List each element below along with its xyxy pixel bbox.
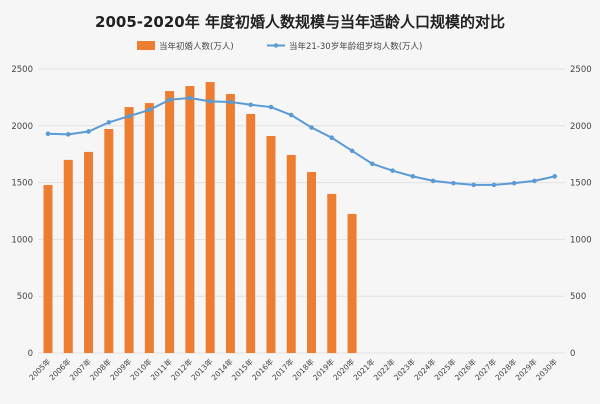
y2-tick-label: 2000	[570, 122, 592, 132]
line-point	[370, 161, 375, 167]
y-tick-label: 2500	[11, 65, 33, 75]
line-point	[552, 174, 558, 179]
bar	[327, 193, 337, 353]
bar	[104, 128, 114, 353]
line-point	[410, 174, 416, 179]
line-point	[471, 182, 476, 188]
bar	[307, 172, 317, 353]
bar	[124, 107, 134, 353]
line-point	[309, 125, 314, 130]
bar	[225, 93, 235, 353]
line-point	[86, 129, 91, 134]
chart-title: 2005-2020年 年度初婚人数规模与当年适龄人口规模的对比	[95, 13, 505, 31]
series-line	[47, 96, 555, 186]
y2-tick-label: 1000	[570, 235, 592, 245]
y2-tick-label: 2500	[570, 65, 592, 75]
bar	[84, 151, 94, 353]
y-tick-label: 2000	[11, 122, 33, 132]
y-tick-label: 500	[17, 292, 33, 302]
bar	[286, 154, 296, 353]
line-point	[207, 99, 213, 104]
line-point	[430, 178, 436, 184]
x-tick-label: 2030年	[533, 356, 559, 382]
line-point	[268, 104, 274, 110]
bar	[165, 91, 175, 354]
line-point	[511, 180, 517, 186]
y-tick-label: 0	[28, 349, 33, 359]
line-point	[106, 120, 112, 125]
line-point	[451, 180, 456, 186]
line-point	[126, 113, 132, 119]
legend-bar-label: 当年初婚人数(万人)	[159, 41, 234, 52]
y2-tick-label: 0	[570, 349, 575, 359]
bar	[63, 159, 73, 353]
bar	[144, 103, 154, 353]
bar	[246, 113, 256, 354]
line-point	[147, 107, 152, 113]
legend-bar-swatch	[137, 41, 155, 50]
line-point	[228, 99, 233, 105]
line-point	[187, 95, 193, 101]
legend: 当年初婚人数(万人) 当年21-30岁年龄组岁均人数(万人)	[137, 41, 422, 52]
line-point	[248, 102, 253, 108]
line-point	[329, 135, 335, 141]
line-point	[390, 168, 395, 173]
line-point	[167, 97, 172, 102]
bar	[205, 82, 215, 354]
line-point	[532, 178, 537, 184]
line-point	[349, 148, 355, 154]
y2-tick-label: 1500	[570, 179, 592, 189]
bar	[43, 184, 53, 353]
bar	[185, 86, 195, 353]
line-point	[45, 131, 51, 137]
line-point	[491, 182, 497, 188]
y-tick-label: 1000	[11, 235, 33, 245]
y-tick-label: 1500	[11, 179, 33, 189]
line-point	[65, 132, 71, 137]
legend-line-label: 当年21-30岁年龄组岁均人数(万人)	[289, 41, 422, 52]
line-point	[288, 112, 294, 118]
bar	[266, 136, 276, 353]
bar	[347, 213, 357, 353]
y2-tick-label: 500	[570, 292, 586, 302]
legend-line-marker	[273, 43, 279, 48]
